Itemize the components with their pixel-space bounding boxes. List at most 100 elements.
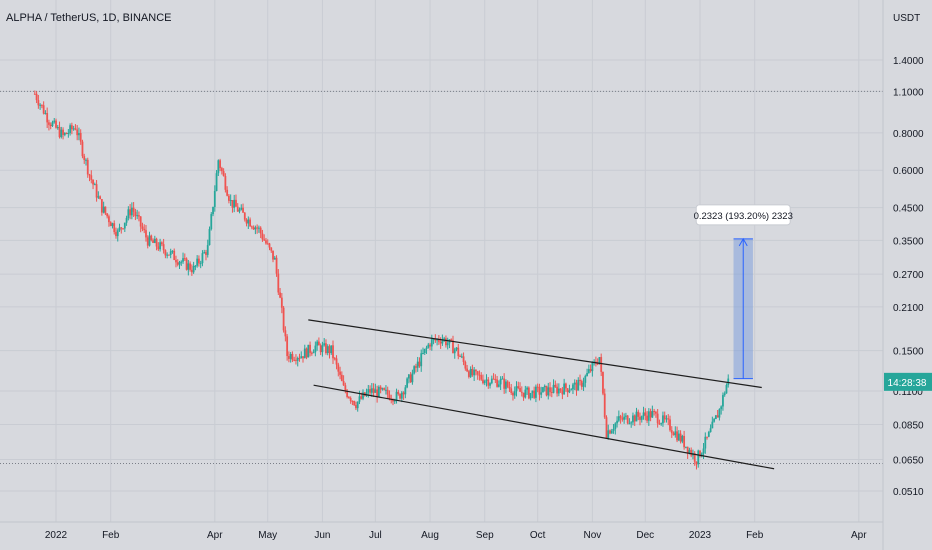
candle-body (155, 238, 158, 247)
candle-body (48, 122, 50, 125)
candle-body (90, 175, 93, 180)
candle-body (630, 422, 633, 424)
candle-body (623, 416, 626, 420)
candle-body (489, 383, 491, 386)
candle-body (337, 364, 340, 372)
candle-body (385, 389, 387, 391)
candle-body (437, 339, 440, 342)
candle-body (676, 431, 678, 441)
candle-body (603, 393, 606, 418)
candle-body (146, 237, 149, 246)
candle-body (63, 132, 66, 135)
candle-body (222, 171, 225, 177)
candle-body (609, 430, 611, 434)
candle-body (108, 216, 110, 223)
candle-body (670, 430, 673, 434)
candle-body (510, 388, 513, 393)
candle-body (527, 387, 530, 399)
candle-body (482, 379, 484, 384)
candle-body (573, 382, 576, 385)
x-tick-label: Apr (851, 530, 867, 541)
candle-body (53, 120, 56, 123)
candle-body (33, 93, 36, 95)
candle-body (640, 416, 643, 420)
candle-body (589, 369, 592, 372)
candle-body (716, 415, 719, 418)
candle-body (478, 374, 481, 376)
candle-body (711, 421, 714, 429)
candle-body (123, 222, 126, 229)
candle-body (535, 386, 537, 398)
candle-body (570, 389, 573, 391)
y-tick-label: 0.2100 (893, 303, 924, 314)
candle-body (346, 391, 349, 397)
candle-body (298, 357, 301, 359)
candle-body (542, 387, 544, 393)
candle-body (326, 346, 329, 354)
x-tick-label: 2022 (45, 530, 68, 541)
candle-body (247, 219, 250, 224)
candle-body (617, 416, 620, 421)
candle-body (557, 388, 560, 394)
candle-body (219, 160, 221, 169)
candle-body (524, 389, 527, 398)
candle-body (669, 419, 671, 431)
candle-body (582, 382, 585, 387)
candle-body (494, 379, 497, 381)
candle-body (125, 217, 128, 223)
candle-body (323, 343, 326, 346)
last-price-badge: 14:28:38 (884, 372, 932, 391)
candle-body (616, 420, 618, 424)
candle-body (115, 232, 117, 237)
measure-label-box (695, 204, 791, 226)
y-tick-label: 0.1500 (893, 347, 924, 358)
candle-body (37, 100, 40, 106)
candle-body (684, 446, 687, 448)
candle-body (282, 307, 285, 331)
x-tick-label: Dec (636, 530, 654, 541)
candle-body (621, 417, 624, 420)
candle-body (450, 339, 453, 341)
candle-body (275, 257, 278, 274)
candle-body (722, 395, 724, 407)
candle-body (166, 254, 169, 256)
candle-body (688, 449, 691, 454)
candle-body (252, 227, 255, 230)
candle-series (33, 90, 730, 470)
time-axis[interactable]: 2022 Feb Apr May Jun Jul Aug Sep Oct Nov Dec 2023 Fe… (0, 521, 883, 541)
candle-body (270, 247, 273, 251)
candle-body (563, 383, 566, 395)
candle-body (309, 344, 311, 353)
candle-body (356, 401, 359, 409)
price-axis[interactable]: 1.4000 1.1000 0.8000 0.6000 0.4500 0.3500 0.27… (882, 0, 924, 550)
measure-label: 0.2323 (193.20%) 2323 (694, 211, 793, 222)
candle-body (713, 418, 716, 422)
candle-body (714, 415, 717, 419)
candle-body (259, 227, 262, 234)
candle-body (626, 415, 629, 424)
x-tick-label: Nov (583, 530, 601, 541)
candle-body (141, 226, 144, 229)
candle-body (35, 93, 38, 101)
currency-label: USDT (893, 13, 920, 24)
candle-body (79, 133, 82, 142)
candle-body (699, 450, 701, 457)
candle-body (69, 125, 72, 134)
candle-body (242, 207, 244, 213)
candle-body (187, 263, 190, 270)
horizontal-lines (0, 90, 883, 465)
candle-body (97, 196, 100, 198)
candle-body (683, 435, 686, 448)
candle-body (480, 375, 483, 380)
candle-body (517, 386, 520, 388)
price-range-measure[interactable]: 0.2323 (193.20%) 2323 (694, 204, 793, 380)
candle-body (102, 206, 105, 213)
candle-body (229, 200, 232, 202)
candle-body (430, 339, 433, 347)
price-badge-label: 14:28:38 (888, 378, 927, 389)
candle-body (78, 133, 80, 136)
channel-trendlines[interactable] (308, 319, 775, 470)
candle-body (203, 252, 206, 254)
candle-body (176, 262, 179, 265)
